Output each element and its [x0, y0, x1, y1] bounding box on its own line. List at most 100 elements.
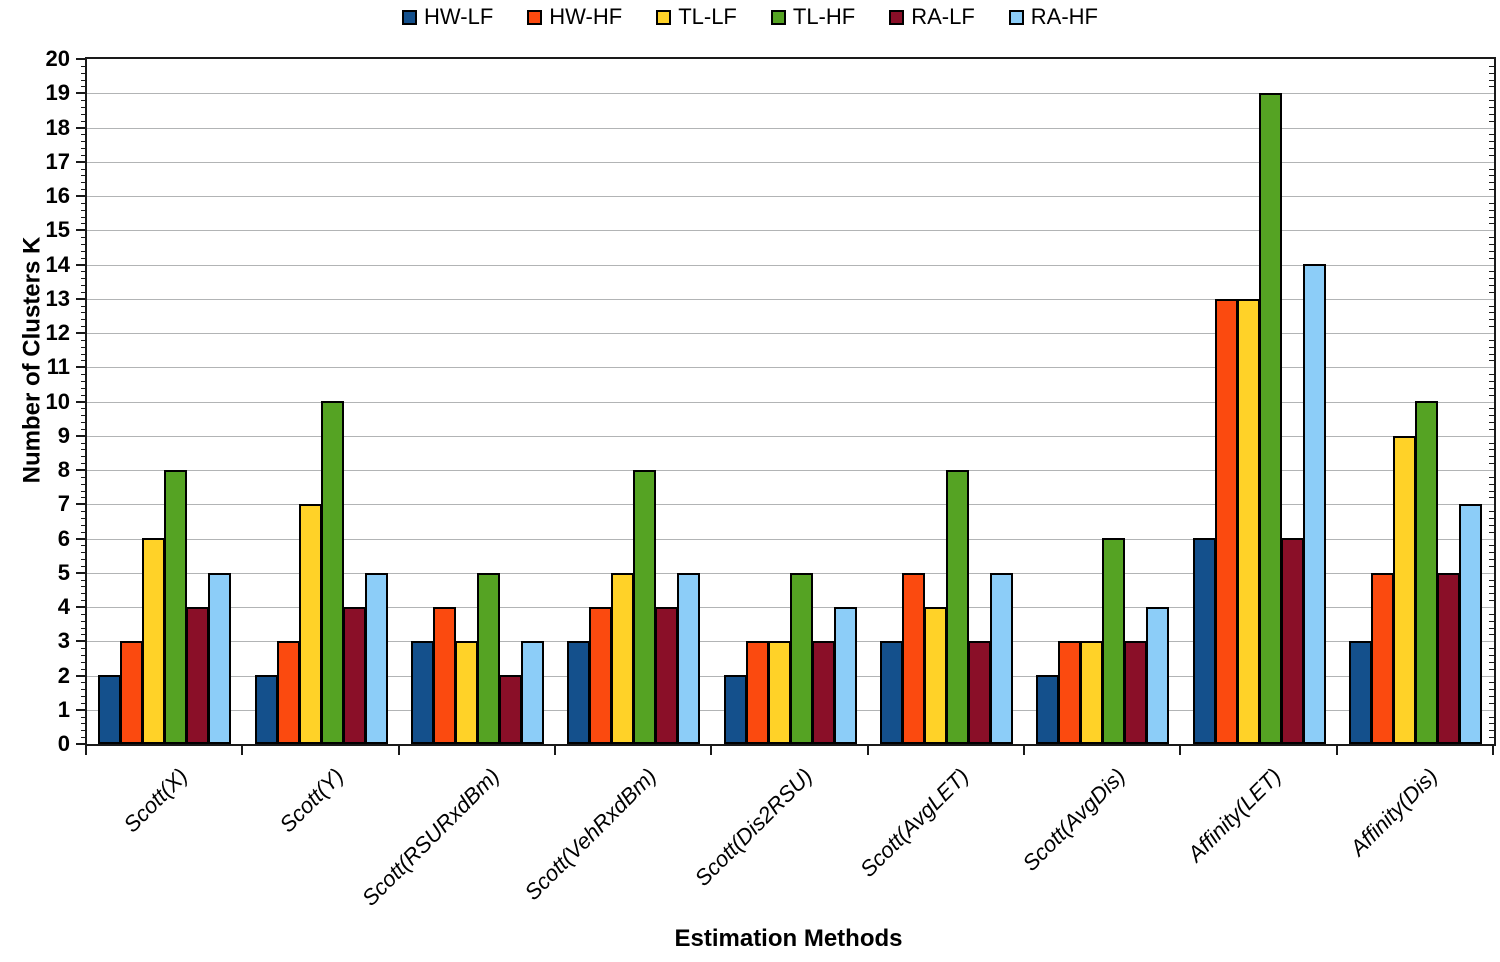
- y-minor-tick: [81, 545, 85, 547]
- legend-swatch-icon: [527, 9, 543, 25]
- y-major-tick: [76, 469, 85, 471]
- right-minor-tick: [1489, 579, 1494, 581]
- gridline: [87, 230, 1494, 232]
- right-minor-tick: [1489, 65, 1494, 67]
- right-minor-tick: [1489, 613, 1494, 615]
- x-axis-title: Estimation Methods: [674, 925, 903, 952]
- bar-ra-hf-3: [677, 573, 701, 744]
- right-minor-tick: [1489, 250, 1494, 252]
- right-minor-tick: [1489, 339, 1494, 341]
- y-minor-tick: [81, 422, 85, 424]
- y-major-tick: [76, 92, 85, 95]
- bar-tl-hf-2: [476, 573, 500, 744]
- y-tick-label: 12: [45, 320, 70, 345]
- right-minor-tick: [1489, 545, 1494, 547]
- y-minor-tick: [81, 271, 85, 273]
- legend-item-tl-lf: TL-LF: [656, 4, 737, 30]
- y-minor-tick: [81, 730, 85, 732]
- y-minor-tick: [81, 305, 85, 307]
- y-major-tick: [76, 126, 85, 129]
- y-minor-tick: [81, 312, 85, 314]
- y-minor-tick: [81, 346, 85, 348]
- gridline: [87, 367, 1494, 369]
- x-major-tick: [866, 746, 869, 755]
- right-minor-tick: [1489, 346, 1494, 348]
- bar-ra-hf-5: [989, 573, 1013, 744]
- x-tick-label-2: Scott(RSURxdBm): [357, 763, 505, 911]
- bar-ra-hf-2: [520, 641, 544, 744]
- bar-ra-hf-0: [208, 573, 232, 744]
- right-minor-tick: [1489, 312, 1494, 314]
- right-minor-tick: [1489, 586, 1494, 588]
- legend-item-ra-lf: RA-LF: [889, 4, 975, 30]
- right-minor-tick: [1489, 100, 1494, 102]
- y-minor-tick: [81, 565, 85, 567]
- y-major-tick: [76, 58, 85, 60]
- y-minor-tick: [81, 339, 85, 341]
- y-minor-tick: [81, 387, 85, 389]
- y-minor-tick: [81, 593, 85, 595]
- y-tick-label: 19: [45, 80, 70, 106]
- right-minor-tick: [1489, 559, 1494, 561]
- right-minor-tick: [1489, 353, 1494, 355]
- y-tick-label: 5: [57, 559, 70, 585]
- y-tick-label: 1: [57, 696, 70, 722]
- right-minor-tick: [1489, 319, 1494, 321]
- y-minor-tick: [81, 250, 85, 252]
- right-minor-tick: [1489, 291, 1494, 293]
- gridline: [87, 401, 1494, 403]
- right-minor-tick: [1489, 120, 1494, 122]
- y-minor-tick: [81, 154, 85, 156]
- y-minor-tick: [81, 497, 85, 499]
- right-minor-tick: [1489, 237, 1494, 239]
- right-minor-tick: [1489, 497, 1494, 499]
- x-major-tick: [1179, 746, 1182, 755]
- bar-ra-hf-7: [1302, 264, 1326, 744]
- y-major-tick: [76, 229, 85, 232]
- right-minor-tick: [1489, 620, 1494, 622]
- y-minor-tick: [81, 613, 85, 615]
- right-minor-tick: [1489, 305, 1494, 307]
- y-minor-tick: [81, 415, 85, 417]
- right-minor-tick: [1489, 463, 1494, 465]
- y-minor-tick: [81, 278, 85, 280]
- y-minor-tick: [81, 353, 85, 355]
- y-minor-tick: [81, 716, 85, 718]
- right-minor-tick: [1489, 216, 1494, 218]
- y-minor-tick: [81, 517, 85, 519]
- y-minor-tick: [81, 620, 85, 622]
- bar-ra-hf-1: [364, 573, 388, 744]
- y-minor-tick: [81, 737, 85, 739]
- right-minor-tick: [1489, 428, 1494, 430]
- y-minor-tick: [81, 148, 85, 150]
- legend-item-hw-lf: HW-LF: [402, 4, 493, 30]
- right-minor-tick: [1489, 593, 1494, 595]
- y-minor-tick: [81, 374, 85, 376]
- right-minor-tick: [1489, 449, 1494, 451]
- y-major-tick: [76, 708, 85, 711]
- y-minor-tick: [81, 463, 85, 465]
- right-minor-tick: [1489, 106, 1494, 108]
- y-minor-tick: [81, 100, 85, 102]
- x-major-tick: [554, 746, 556, 755]
- y-major-tick: [76, 606, 85, 608]
- y-minor-tick: [81, 326, 85, 328]
- y-minor-tick: [81, 428, 85, 430]
- bar-tl-hf-5: [945, 470, 969, 744]
- x-major-tick: [710, 746, 713, 755]
- y-tick-label: 11: [46, 354, 70, 380]
- y-major-tick: [76, 332, 85, 334]
- y-minor-tick: [81, 668, 85, 670]
- y-minor-tick: [81, 531, 85, 533]
- y-minor-tick: [81, 285, 85, 287]
- y-minor-tick: [81, 483, 85, 485]
- gridline: [87, 127, 1494, 129]
- gridline: [87, 333, 1494, 334]
- right-minor-tick: [1489, 531, 1494, 533]
- y-tick-label: 16: [45, 183, 70, 208]
- y-minor-tick: [81, 442, 85, 444]
- right-minor-tick: [1489, 442, 1494, 444]
- y-minor-tick: [81, 552, 85, 554]
- y-minor-tick: [81, 134, 85, 136]
- y-major-tick: [76, 160, 85, 163]
